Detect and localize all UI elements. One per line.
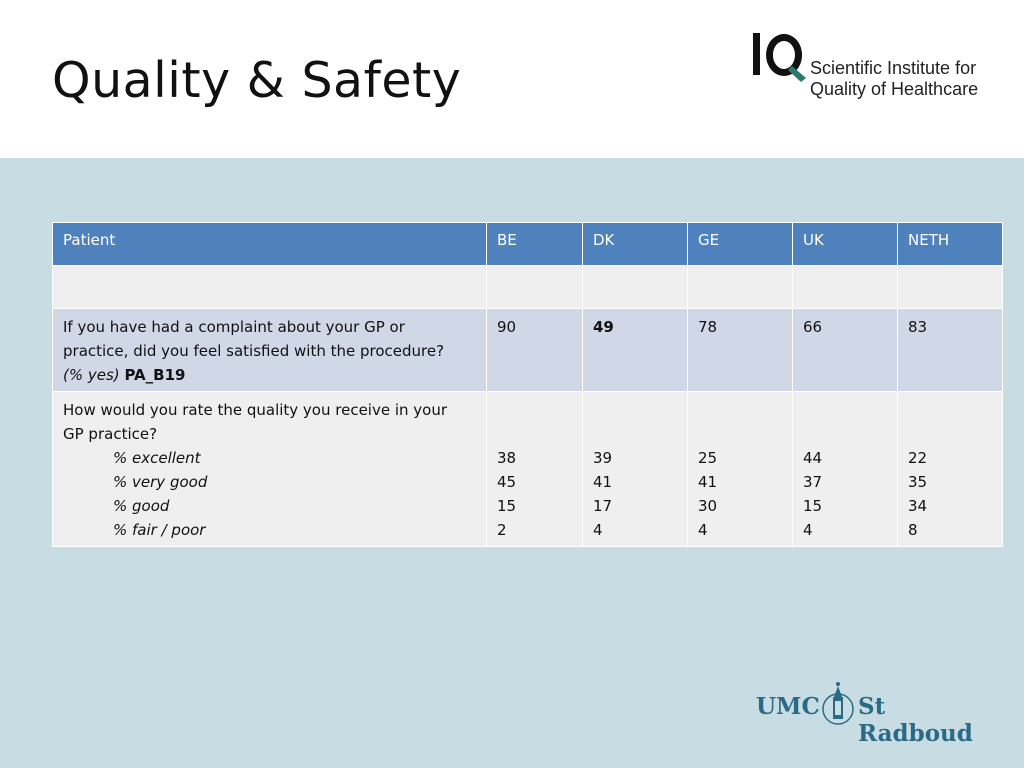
quality-value: 37 [803,473,823,491]
quality-value: 34 [908,497,928,515]
table-cell [52,265,487,309]
slide-header: Quality & Safety Scientific Institute fo… [0,0,1024,158]
table-cell [486,265,583,309]
header-patient: Patient [52,222,487,266]
quality-value: 4 [593,521,603,539]
table-cell [687,265,793,309]
iq-logo: Scientific Institute for Quality of Heal… [752,30,992,110]
quality-value: 41 [593,473,613,491]
table-cell [582,265,688,309]
complaint-question-cell: If you have had a complaint about your G… [52,308,487,392]
quality-value: 30 [698,497,718,515]
quality-option-very-good: % very good [113,473,208,491]
data-table: Patient BE DK GE UK NETH If you have had… [52,222,1003,547]
header-be: BE [486,222,583,266]
header-dk: DK [582,222,688,266]
quality-values-be: 38 45 15 2 [486,391,583,547]
quality-value: 22 [908,449,928,467]
complaint-code: PA_B19 [124,366,186,384]
quality-value: 15 [497,497,517,515]
quality-value: 15 [803,497,823,515]
complaint-question-line2: practice, did you feel satisfied with th… [63,342,445,360]
quality-value: 4 [698,521,708,539]
complaint-value-ge: 78 [687,308,793,392]
quality-value: 17 [593,497,613,515]
table-row-complaint: If you have had a complaint about your G… [52,308,1003,392]
umc-logo-right-text: St Radboud [858,693,973,747]
iq-logo-mark [753,33,806,82]
header-neth: NETH [897,222,1003,266]
quality-value: 8 [908,521,918,539]
data-table-container: Patient BE DK GE UK NETH If you have had… [52,222,1003,547]
iq-logo-text: Scientific Institute for Quality of Heal… [810,58,978,100]
quality-values-uk: 44 37 15 4 [792,391,898,547]
quality-value: 41 [698,473,718,491]
quality-value: 35 [908,473,928,491]
slide-title: Quality & Safety [52,52,462,109]
complaint-value-uk: 66 [792,308,898,392]
table-header-row: Patient BE DK GE UK NETH [52,222,1003,266]
quality-question-line2: GP practice? [63,425,158,443]
complaint-unit: (% yes) [63,366,120,384]
complaint-question-meta: (% yes) PA_B19 [63,363,476,387]
quality-question-cell: How would you rate the quality you recei… [52,391,487,547]
quality-values-neth: 22 35 34 8 [897,391,1003,547]
complaint-question-line1: If you have had a complaint about your G… [63,318,405,336]
iq-logo-line2: Quality of Healthcare [810,79,979,99]
header-uk: UK [792,222,898,266]
table-cell [792,265,898,309]
quality-option-excellent: % excellent [113,449,201,467]
umc-st-radboud-logo: UMC St Radboud [756,680,986,747]
complaint-value-neth: 83 [897,308,1003,392]
quality-value: 38 [497,449,517,467]
quality-values-ge: 25 41 30 4 [687,391,793,547]
quality-value: 39 [593,449,613,467]
quality-option-good: % good [113,497,170,515]
quality-value: 2 [497,521,507,539]
iq-logo-line1: Scientific Institute for [810,58,977,78]
quality-option-fair-poor: % fair / poor [113,521,206,539]
table-row-empty [52,265,1003,309]
umc-logo-left-text: UMC [756,693,820,720]
header-ge: GE [687,222,793,266]
complaint-value-be: 90 [486,308,583,392]
quality-values-dk: 39 41 17 4 [582,391,688,547]
table-row-quality: How would you rate the quality you recei… [52,391,1003,547]
quality-value: 45 [497,473,517,491]
complaint-value-dk: 49 [582,308,688,392]
table-cell [897,265,1003,309]
quality-question-line1: How would you rate the quality you recei… [63,401,448,419]
quality-value: 25 [698,449,718,467]
quality-value: 44 [803,449,823,467]
crest-icon [822,682,854,725]
quality-value: 4 [803,521,813,539]
